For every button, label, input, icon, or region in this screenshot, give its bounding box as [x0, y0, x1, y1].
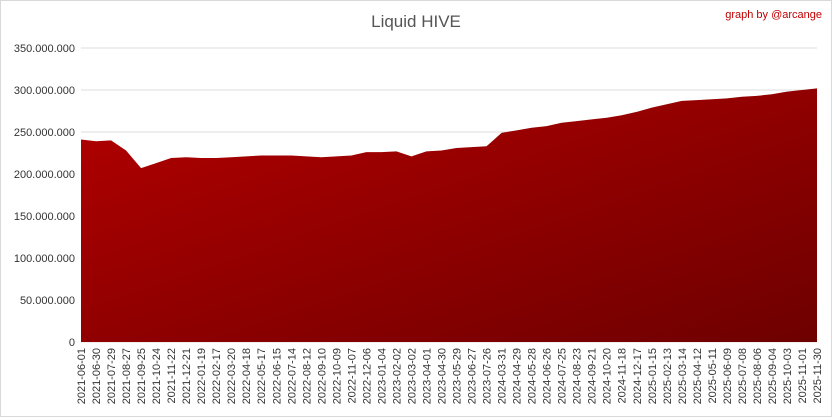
y-tick-label: 350.000.000 [14, 43, 75, 55]
x-tick-label: 2022-12-06 [361, 348, 373, 404]
x-tick-label: 2025-11-30 [812, 348, 824, 403]
x-tick-label: 2021-12-21 [181, 348, 193, 404]
x-tick-label: 2023-04-30 [436, 348, 448, 404]
x-tick-label: 2022-09-10 [316, 348, 328, 404]
y-tick-label: 150.000.000 [14, 211, 75, 223]
x-tick-label: 2025-06-09 [722, 348, 734, 404]
x-tick-label: 2023-03-02 [406, 348, 418, 404]
x-tick-label: 2022-10-09 [331, 348, 343, 404]
x-tick-label: 2024-10-20 [602, 348, 614, 404]
x-tick-label: 2023-02-02 [391, 348, 403, 404]
x-tick-label: 2024-04-29 [512, 348, 524, 404]
x-tick-label: 2025-01-15 [647, 348, 659, 404]
x-tick-label: 2021-06-30 [91, 348, 103, 404]
x-tick-label: 2021-10-24 [151, 348, 163, 404]
x-tick-label: 2024-03-31 [497, 348, 509, 404]
x-tick-label: 2023-06-27 [467, 348, 479, 404]
x-tick-label: 2022-04-18 [241, 348, 253, 404]
x-tick-label: 2021-07-29 [106, 348, 118, 404]
x-tick-label: 2025-11-01 [797, 348, 809, 403]
x-tick-label: 2024-06-26 [542, 348, 554, 404]
x-tick-label: 2021-09-25 [136, 348, 148, 404]
x-tick-label: 2025-04-12 [692, 348, 704, 404]
y-tick-label: 100.000.000 [14, 253, 75, 265]
x-tick-label: 2021-08-27 [121, 348, 133, 404]
x-tick-label: 2022-03-20 [226, 348, 238, 404]
x-tick-label: 2024-11-18 [617, 348, 629, 403]
area [81, 88, 817, 342]
x-tick-label: 2023-05-29 [452, 348, 464, 404]
y-tick-label: 0 [69, 337, 75, 349]
x-tick-label: 2024-12-17 [632, 348, 644, 404]
x-tick-label: 2022-05-17 [256, 348, 268, 404]
x-tick-label: 2025-03-14 [677, 348, 689, 404]
y-tick-label: 300.000.000 [14, 85, 75, 97]
x-tick-label: 2022-06-15 [271, 348, 283, 404]
credit: graph by @arcange [725, 9, 822, 21]
x-tick-label: 2024-08-23 [572, 348, 584, 404]
x-tick-label: 2025-07-08 [737, 348, 749, 404]
x-tick-label: 2025-02-13 [662, 348, 674, 404]
x-tick-label: 2025-05-11 [707, 348, 719, 403]
x-tick-label: 2023-07-26 [482, 348, 494, 404]
x-tick-label: 2022-02-17 [211, 348, 223, 404]
x-tick-label: 2022-01-19 [196, 348, 208, 404]
x-tick-label: 2021-06-01 [76, 348, 88, 404]
y-tick-label: 200.000.000 [14, 169, 75, 181]
x-tick-label: 2021-11-22 [166, 348, 178, 403]
x-tick-label: 2023-04-01 [421, 348, 433, 404]
x-tick-label: 2024-05-28 [527, 348, 539, 404]
x-tick-label: 2025-09-04 [767, 348, 779, 404]
x-tick-label: 2025-10-03 [782, 348, 794, 404]
x-tick-label: 2024-07-25 [557, 348, 569, 404]
x-tick-label: 2022-11-07 [346, 348, 358, 403]
x-tick-label: 2022-08-12 [301, 348, 313, 404]
y-tick-label: 50.000.000 [20, 295, 75, 307]
x-tick-label: 2024-09-21 [587, 348, 599, 404]
x-tick-label: 2023-01-04 [376, 348, 388, 404]
x-tick-label: 2022-07-14 [286, 348, 298, 404]
chart-title: Liquid HIVE [371, 12, 461, 31]
x-tick-label: 2025-08-06 [752, 348, 764, 404]
y-tick-label: 250.000.000 [14, 127, 75, 139]
